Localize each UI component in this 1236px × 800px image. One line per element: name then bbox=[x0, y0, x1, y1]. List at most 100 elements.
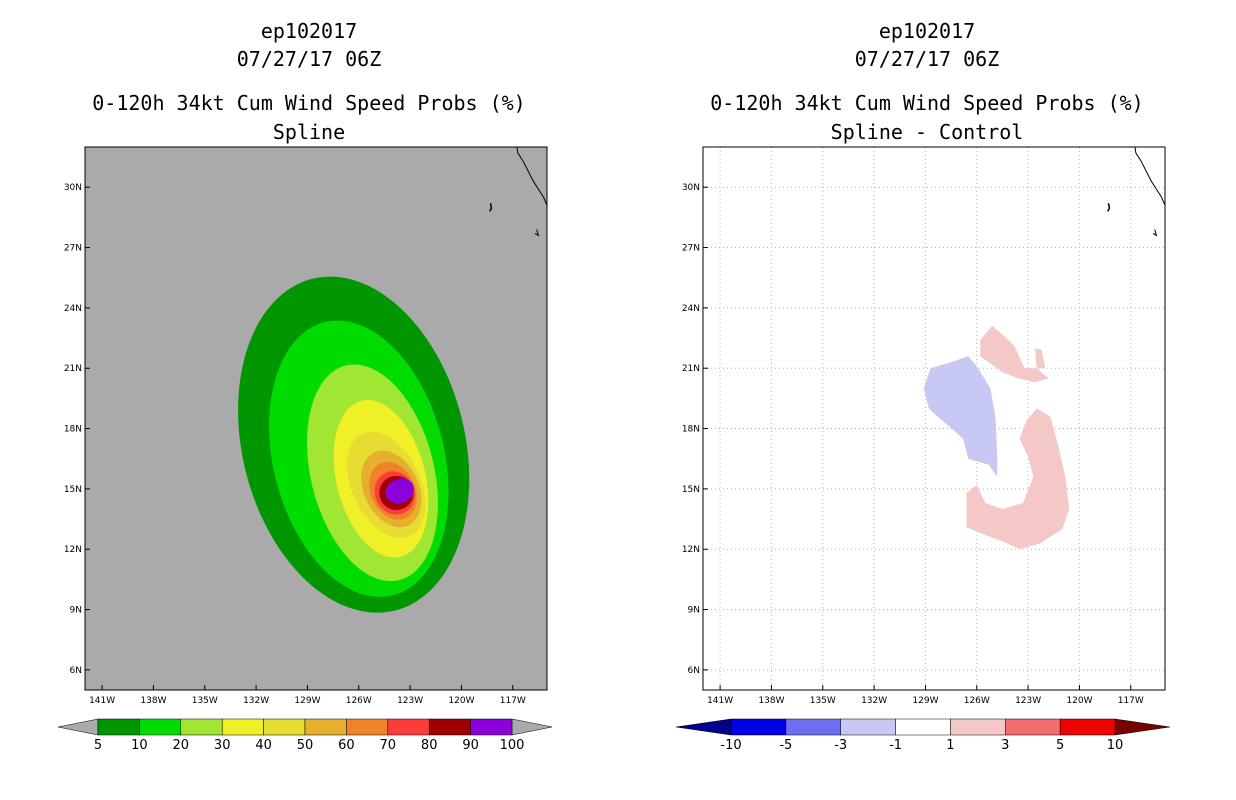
right-x-ticks: 141W 138W 135W 132W 129W 126W 123W 120W 117W bbox=[707, 685, 1144, 706]
left-x-tick-label: 132W bbox=[243, 696, 269, 706]
right-storm-id: ep102017 bbox=[879, 19, 975, 43]
right-x-tick-label: 123W bbox=[1015, 696, 1041, 706]
right-x-tick-label: 117W bbox=[1118, 696, 1144, 706]
left-colorbar-label: 5 bbox=[94, 738, 102, 753]
right-colorbar-label: -5 bbox=[779, 738, 792, 753]
left-colorbar-swatch bbox=[221, 718, 264, 736]
left-y-ticks: 30N 27N 24N 21N 18N 15N 12N 9N 6N bbox=[64, 183, 90, 676]
right-y-tick-label: 27N bbox=[682, 244, 700, 254]
left-colorbar-swatch bbox=[180, 718, 223, 736]
right-colorbar-label: 1 bbox=[946, 738, 954, 753]
left-colorbar-swatch bbox=[304, 718, 347, 736]
right-panel: ep102017 07/27/17 06Z 0-120h 34kt Cum Wi… bbox=[675, 19, 1171, 753]
right-y-tick-label: 12N bbox=[682, 545, 700, 555]
right-colorbar-label: 10 bbox=[1107, 738, 1124, 753]
left-y-tick-label: 21N bbox=[64, 364, 82, 374]
left-x-tick-label: 129W bbox=[294, 696, 320, 706]
right-colorbar-label: -3 bbox=[834, 738, 847, 753]
contour-level-90 bbox=[385, 478, 414, 504]
right-island-guadalupe bbox=[1107, 203, 1111, 212]
left-island-guadalupe bbox=[489, 203, 493, 212]
left-subtitle: Spline bbox=[273, 120, 345, 144]
right-y-tick-label: 15N bbox=[682, 485, 700, 495]
left-colorbar-swatch bbox=[428, 718, 471, 736]
left-colorbar-extend-high bbox=[511, 718, 553, 736]
left-x-tick-label: 141W bbox=[89, 696, 115, 706]
left-colorbar-swatch bbox=[139, 718, 182, 736]
right-y-tick-label: 18N bbox=[682, 425, 700, 435]
right-colorbar-label: -10 bbox=[720, 738, 741, 753]
left-colorbar-label: 50 bbox=[297, 738, 314, 753]
left-coastline-baja bbox=[516, 147, 547, 206]
left-colorbar-label: 10 bbox=[131, 738, 148, 753]
right-island-cedros bbox=[1152, 229, 1158, 237]
right-datetime: 07/27/17 06Z bbox=[855, 47, 1000, 71]
right-colorbar-swatch bbox=[950, 718, 1006, 736]
right-y-tick-label: 30N bbox=[682, 183, 700, 193]
right-grid bbox=[703, 147, 1165, 690]
difference-region-negative bbox=[923, 356, 998, 477]
left-y-tick-label: 15N bbox=[64, 485, 82, 495]
left-colorbar-label: 20 bbox=[173, 738, 190, 753]
left-colorbar-swatch bbox=[346, 718, 389, 736]
right-colorbar-swatch bbox=[1005, 718, 1061, 736]
right-x-tick-label: 138W bbox=[758, 696, 784, 706]
left-island-cedros bbox=[534, 229, 540, 237]
right-x-tick-label: 132W bbox=[861, 696, 887, 706]
left-colorbar-swatch bbox=[387, 718, 430, 736]
left-colorbar-swatch bbox=[263, 718, 306, 736]
left-colorbar-label: 70 bbox=[380, 738, 397, 753]
left-colorbar-label: 80 bbox=[421, 738, 438, 753]
right-x-tick-label: 129W bbox=[912, 696, 938, 706]
left-y-tick-label: 27N bbox=[64, 244, 82, 254]
left-x-tick-label: 117W bbox=[500, 696, 526, 706]
left-colorbar-swatch bbox=[97, 718, 140, 736]
left-colorbar: 5 10 20 30 40 50 60 70 80 90 100 bbox=[57, 718, 553, 753]
left-colorbar-label: 60 bbox=[338, 738, 355, 753]
difference-region-positive bbox=[980, 325, 1049, 383]
right-colorbar-extend-high bbox=[1114, 718, 1171, 736]
left-x-tick-label: 120W bbox=[448, 696, 474, 706]
right-colorbar-extend-low bbox=[675, 718, 732, 736]
right-contours bbox=[923, 325, 1070, 550]
right-coastline-baja bbox=[1134, 147, 1165, 206]
left-colorbar-label: 40 bbox=[255, 738, 272, 753]
left-y-tick-label: 30N bbox=[64, 183, 82, 193]
right-title: 0-120h 34kt Cum Wind Speed Probs (%) bbox=[710, 91, 1143, 115]
right-colorbar-swatch bbox=[840, 718, 896, 736]
difference-region-positive bbox=[966, 408, 1070, 550]
right-y-tick-label: 6N bbox=[688, 666, 700, 676]
right-colorbar: -10 -5 -3 -1 1 3 5 10 bbox=[675, 718, 1171, 753]
left-colorbar-swatch bbox=[470, 718, 513, 736]
left-x-tick-label: 138W bbox=[140, 696, 166, 706]
right-colorbar-swatch bbox=[785, 718, 841, 736]
left-storm-id: ep102017 bbox=[261, 19, 357, 43]
left-colorbar-label: 100 bbox=[500, 738, 525, 753]
left-x-tick-label: 123W bbox=[397, 696, 423, 706]
left-colorbar-label: 30 bbox=[214, 738, 231, 753]
right-y-tick-label: 24N bbox=[682, 304, 700, 314]
left-x-tick-label: 135W bbox=[192, 696, 218, 706]
right-colorbar-label: 5 bbox=[1056, 738, 1064, 753]
right-coastline bbox=[1107, 147, 1165, 237]
left-y-tick-label: 12N bbox=[64, 545, 82, 555]
right-plot-background bbox=[703, 147, 1165, 690]
right-y-tick-label: 21N bbox=[682, 364, 700, 374]
left-colorbar-extend-low bbox=[57, 718, 99, 736]
left-panel: ep102017 07/27/17 06Z 0-120h 34kt Cum Wi… bbox=[57, 19, 553, 753]
left-coastline bbox=[489, 147, 547, 237]
right-colorbar-swatch bbox=[1059, 718, 1116, 736]
left-y-tick-label: 6N bbox=[70, 666, 82, 676]
left-title: 0-120h 34kt Cum Wind Speed Probs (%) bbox=[92, 91, 525, 115]
right-x-tick-label: 126W bbox=[964, 696, 990, 706]
right-x-tick-label: 141W bbox=[707, 696, 733, 706]
right-colorbar-swatch bbox=[730, 718, 787, 736]
left-colorbar-label: 90 bbox=[462, 738, 479, 753]
left-y-tick-label: 18N bbox=[64, 425, 82, 435]
left-y-tick-label: 24N bbox=[64, 304, 82, 314]
left-x-ticks: 141W 138W 135W 132W 129W 126W 123W 120W 117W bbox=[89, 685, 526, 706]
right-x-tick-label: 135W bbox=[810, 696, 836, 706]
left-datetime: 07/27/17 06Z bbox=[237, 47, 382, 71]
left-y-tick-label: 9N bbox=[70, 606, 82, 616]
